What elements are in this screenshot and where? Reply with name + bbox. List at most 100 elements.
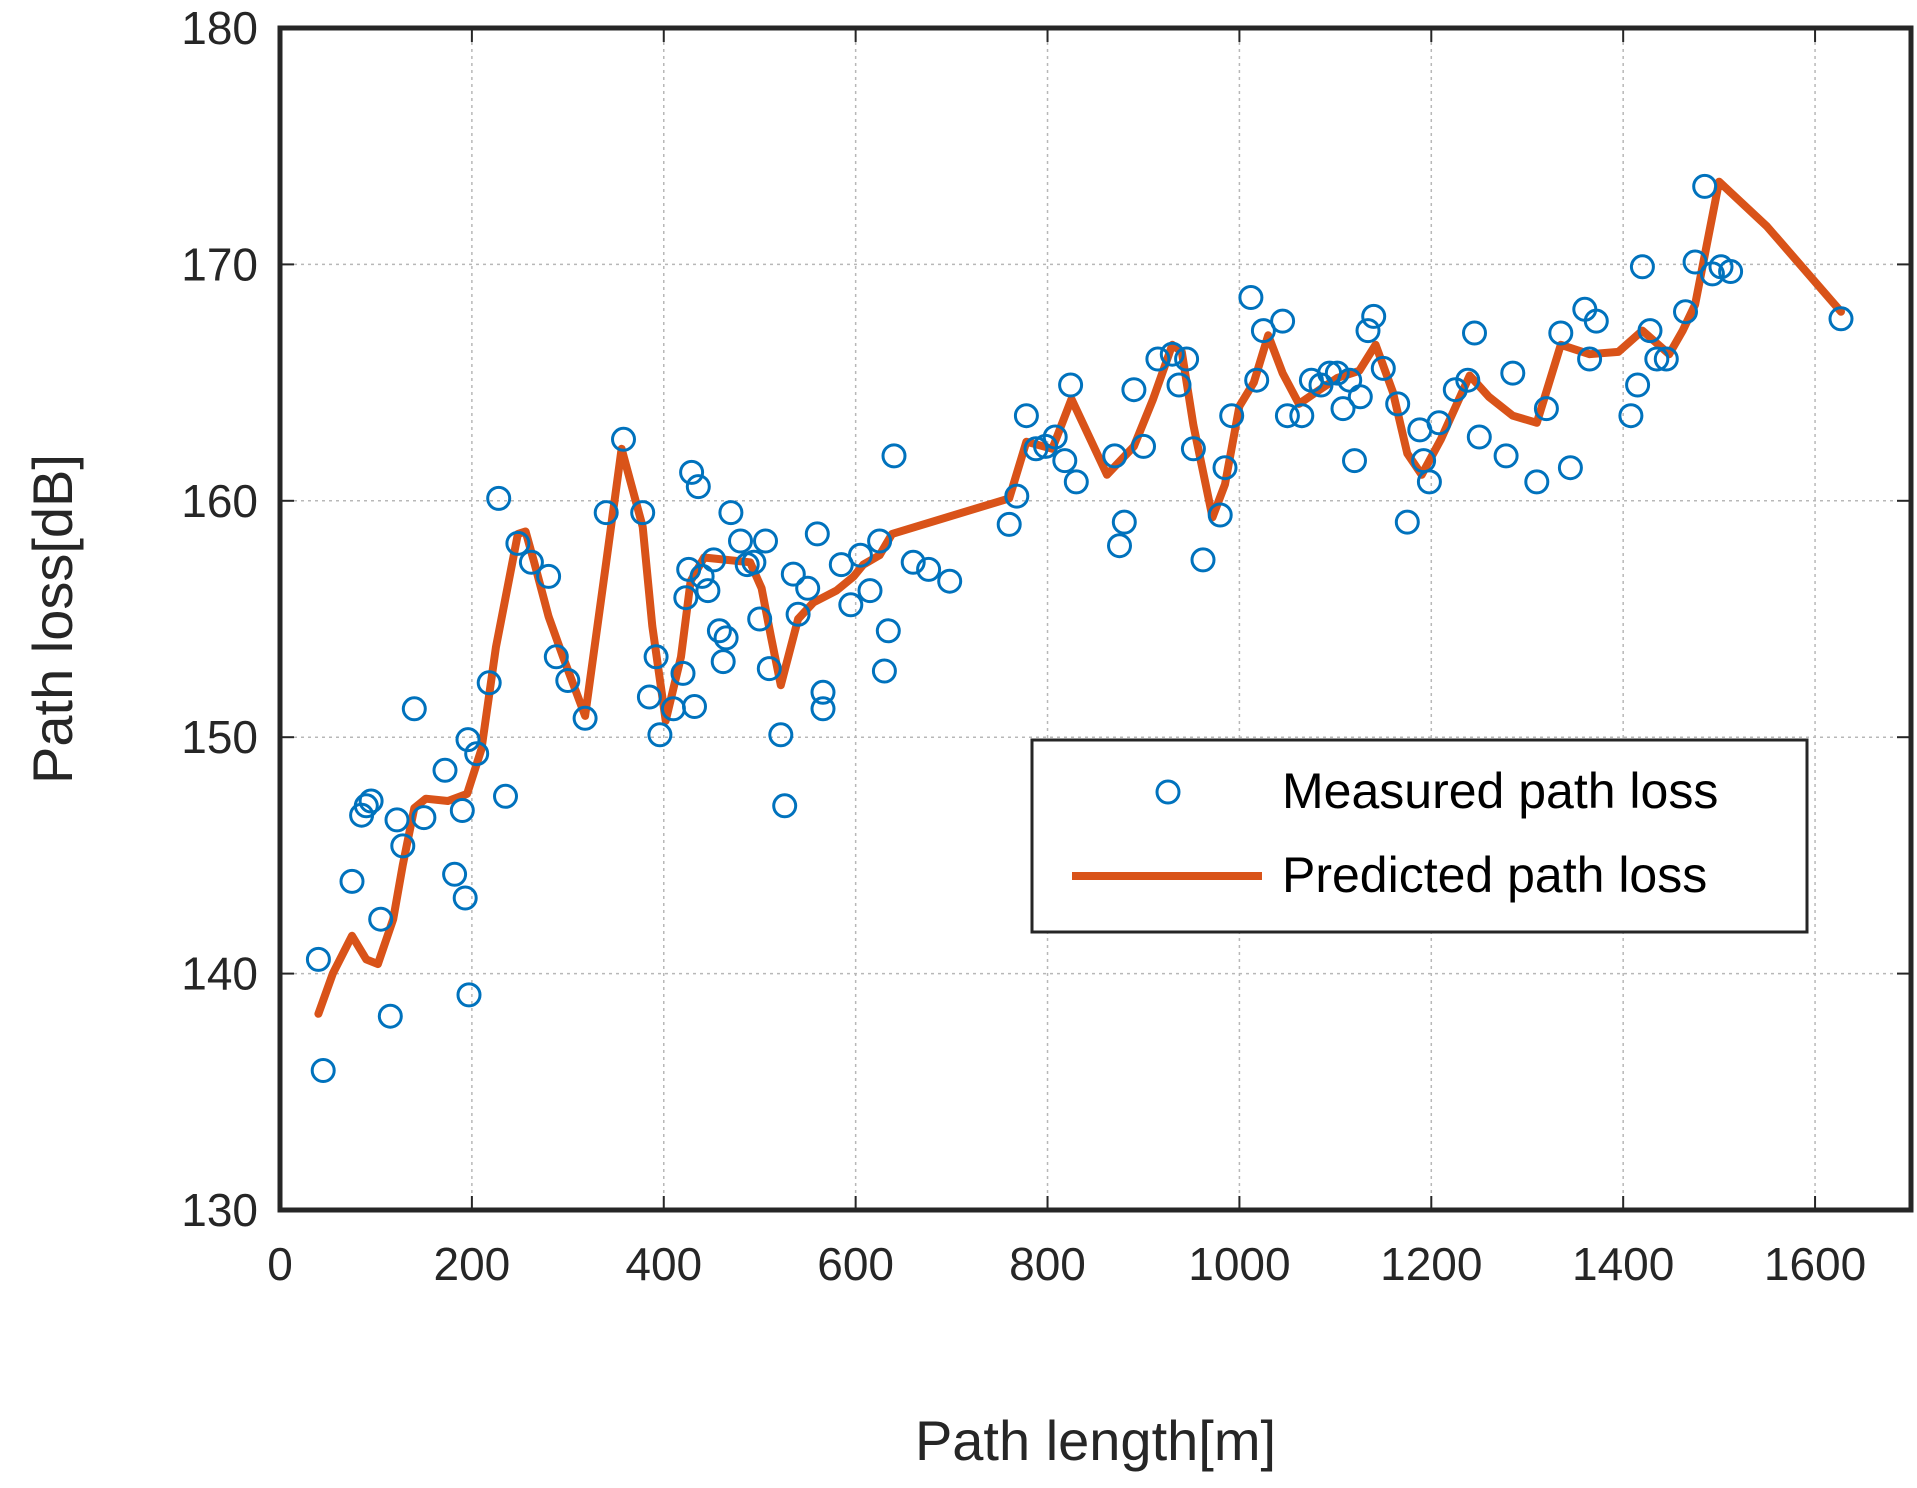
legend-label-predicted: Predicted path loss: [1282, 847, 1707, 903]
measured-point: [937, 568, 963, 594]
y-tick-labels: 130 140 150 160 170 180: [181, 2, 258, 1236]
measured-point: [1238, 285, 1264, 310]
measured-point: [1063, 469, 1089, 495]
measured-point: [1102, 443, 1128, 469]
x-tick-label: 800: [1009, 1238, 1086, 1290]
measured-point: [1166, 372, 1192, 398]
measured-point: [1629, 254, 1655, 280]
measured-point: [593, 500, 619, 526]
measured-point: [1180, 436, 1206, 462]
y-tick-label: 140: [181, 948, 258, 1000]
measured-point: [1466, 424, 1492, 450]
measured-point: [310, 1058, 336, 1083]
measured-point: [706, 618, 732, 644]
x-tick-label: 0: [267, 1238, 293, 1290]
measured-point: [772, 793, 798, 819]
measured-point: [1330, 396, 1356, 422]
measured-point: [486, 485, 512, 511]
measured-point: [1625, 372, 1651, 398]
plot-frame: [277, 25, 1914, 1213]
measured-point: [795, 575, 821, 601]
measured-point: [1131, 433, 1156, 459]
measured-point: [996, 511, 1022, 537]
measured-point: [780, 561, 806, 587]
measured-point: [685, 474, 711, 500]
x-axis-title: Path length[m]: [915, 1409, 1276, 1472]
measured-point: [630, 500, 656, 526]
measured-point: [1219, 403, 1245, 429]
measured-point: [1394, 509, 1420, 535]
measured-point: [1274, 403, 1300, 429]
x-tick-label: 1000: [1188, 1238, 1290, 1290]
measured-point: [476, 670, 502, 696]
measured-point: [1718, 259, 1744, 284]
measured-point: [679, 459, 705, 485]
measured-point: [1673, 299, 1698, 325]
measured-point: [673, 585, 699, 611]
measured-point: [1416, 469, 1442, 495]
measured-point: [670, 660, 696, 686]
measured-point: [1342, 448, 1367, 474]
x-tick-labels: 0 200 400 600 800 1000 1200 1400 1600: [267, 1238, 1866, 1290]
measured-point: [728, 528, 753, 554]
measured-point: [449, 798, 475, 823]
measured-point: [411, 805, 437, 831]
y-axis-title: Path loss[dB]: [21, 454, 84, 784]
measured-point: [493, 783, 518, 809]
y-tick-label: 150: [181, 711, 258, 763]
measured-point: [1013, 403, 1039, 429]
measured-point: [1385, 391, 1411, 417]
measured-point: [701, 547, 727, 573]
measured-point: [1058, 372, 1084, 398]
y-tick-label: 180: [181, 2, 258, 54]
measured-point: [643, 644, 669, 670]
grid: [280, 28, 1911, 1210]
measured-point: [1462, 320, 1487, 346]
measured-point: [1004, 483, 1030, 509]
measured-point: [1174, 346, 1200, 372]
measured-point: [636, 684, 662, 710]
x-tick-label: 400: [625, 1238, 702, 1290]
measured-point: [1111, 509, 1137, 535]
measured-point: [572, 705, 598, 731]
measured-point: [1107, 533, 1132, 559]
measured-point: [368, 906, 394, 932]
measured-point: [1524, 469, 1550, 495]
measured-point: [353, 793, 379, 819]
measured-point: [857, 578, 883, 604]
y-tick-label: 130: [181, 1184, 258, 1236]
measured-point: [1682, 249, 1708, 275]
measured-point: [456, 982, 482, 1008]
measured-point: [339, 868, 365, 894]
measured-point: [1190, 547, 1216, 573]
measured-point: [1042, 424, 1068, 450]
measured-point: [401, 696, 427, 722]
measured-point: [432, 757, 458, 783]
measured-point: [536, 563, 562, 589]
measured-point: [676, 556, 702, 582]
measured-point: [1653, 346, 1679, 372]
x-tick-label: 600: [817, 1238, 894, 1290]
measured-point: [710, 649, 736, 675]
measured-point: [1828, 306, 1854, 332]
legend: Measured path loss Predicted path loss: [1030, 738, 1809, 934]
measured-point: [1533, 396, 1559, 422]
measured-point: [871, 658, 897, 684]
measured-point: [768, 722, 794, 748]
measured-series: [305, 173, 1854, 1083]
measured-point: [804, 521, 830, 547]
measured-point: [1577, 346, 1603, 372]
measured-point: [1557, 455, 1583, 481]
measured-point: [1355, 318, 1381, 344]
measured-point: [1699, 261, 1725, 287]
measured-point: [1207, 502, 1233, 528]
measured-point: [753, 528, 778, 554]
measured-point: [452, 885, 478, 911]
measured-point: [518, 549, 544, 575]
measured-point: [689, 563, 715, 589]
measured-point: [1145, 346, 1171, 372]
measured-point: [838, 592, 864, 618]
measured-point: [1500, 360, 1526, 386]
measured-point: [881, 443, 907, 469]
measured-point: [377, 1003, 403, 1029]
